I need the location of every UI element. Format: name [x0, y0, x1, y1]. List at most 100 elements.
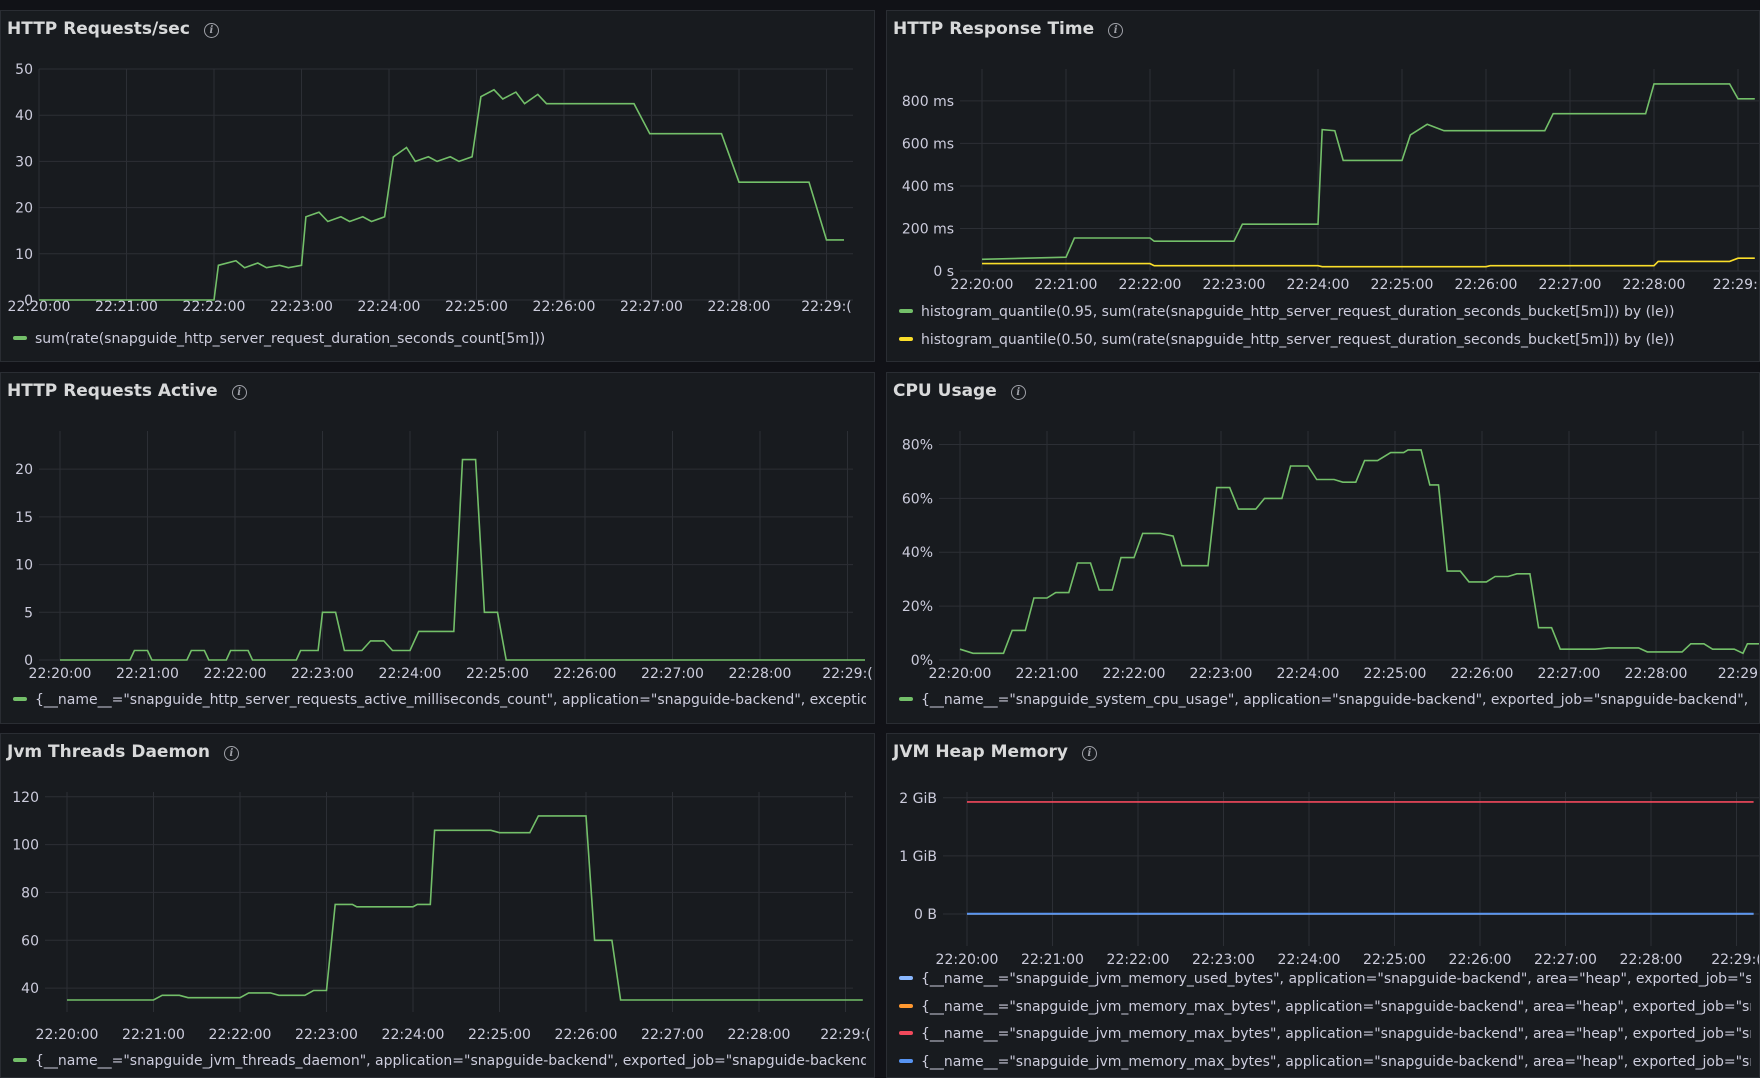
x-tick-label: 22:25:00 [1363, 952, 1426, 968]
x-tick-label: 22:23:00 [291, 666, 354, 682]
chart-http-response-time: 22:20:00 22:21:00 22:22:00 22:23:00 22:24:00… [902, 69, 1760, 293]
legend-swatch [13, 336, 27, 340]
series-line [60, 458, 865, 661]
legend: sum(rate(snapguide_http_server_request_d… [13, 326, 866, 354]
panel-title-text: JVM Heap Memory [893, 742, 1068, 762]
x-tick-label: 22:25:00 [445, 299, 508, 315]
panel-cpu-usage[interactable]: CPU Usage i 22:20:00 22:21:00 22:22:00 22:23… [886, 372, 1760, 724]
series-line [39, 88, 844, 301]
x-tick-label: 22:29:( [820, 1027, 871, 1043]
y-tick-label: 400 ms [902, 179, 954, 195]
y-tick-label: 20 [15, 462, 33, 478]
panel-title[interactable]: JVM Heap Memory i [893, 742, 1097, 762]
x-tick-label: 22:26:00 [533, 299, 596, 315]
x-tick-label: 22:20:00 [36, 1027, 99, 1043]
x-tick-label: 22:26:00 [555, 1027, 618, 1043]
legend-label: {__name__="snapguide_http_server_request… [35, 692, 866, 708]
legend-swatch [899, 336, 913, 341]
x-tick-label: 22:22:00 [204, 666, 267, 682]
legend-label: {__name__="snapguide_jvm_memory_used_byt… [921, 971, 1751, 987]
x-tick-label: 22:21:00 [95, 299, 158, 315]
y-tick-label: 80 [21, 885, 39, 901]
info-icon[interactable]: i [1108, 23, 1124, 38]
panel-http-requests-active[interactable]: HTTP Requests Active i 22:20:00 22:21:00 22… [0, 372, 875, 724]
y-tick-label: 15 [15, 510, 33, 526]
panel-http-requests-sec[interactable]: HTTP Requests/sec i 22:20:00 22:21:00 22:22… [0, 10, 875, 362]
chart-cpu-usage: 22:20:00 22:21:00 22:22:00 22:23:00 22:24:00… [902, 431, 1759, 682]
panel-jvm-heap-memory[interactable]: JVM Heap Memory i 22:20:00 22:21:00 22:22:0… [886, 733, 1760, 1078]
x-tick-label: 22:22:00 [183, 299, 246, 315]
y-tick-label: 0 [24, 293, 33, 309]
x-tick-label: 22:26:00 [1455, 277, 1518, 293]
x-tick-label: 22:23:00 [270, 299, 333, 315]
x-tick-label: 22:20:00 [936, 952, 999, 968]
x-tick-label: 22:24:00 [358, 299, 421, 315]
panel-title[interactable]: HTTP Requests/sec i [7, 19, 219, 39]
y-tick-label: 40% [902, 545, 933, 561]
x-tick-label: 22:29:( [801, 299, 852, 315]
x-tick-label: 22:27:00 [641, 666, 704, 682]
y-tick-label: 0 s [933, 264, 954, 280]
x-tick-label: 22:24:00 [1278, 952, 1341, 968]
x-tick-label: 22:21:00 [116, 666, 179, 682]
x-tick-label: 22:26:00 [1451, 666, 1514, 682]
legend-label: sum(rate(snapguide_http_server_request_d… [35, 331, 546, 347]
series-line [982, 257, 1755, 268]
legend-item[interactable]: histogram_quantile(0.95, sum(rate(snapgu… [899, 299, 1751, 327]
legend-item[interactable]: {__name__="snapguide_jvm_memory_max_byte… [899, 994, 1751, 1022]
x-tick-label: 22:24:00 [382, 1027, 445, 1043]
series-line [981, 83, 1755, 261]
x-tick-label: 22:28:00 [729, 666, 792, 682]
x-tick-label: 22:22:00 [209, 1027, 272, 1043]
x-tick-label: 22:29:( [1711, 952, 1760, 968]
panel-title-text: HTTP Requests Active [7, 381, 218, 401]
info-icon[interactable]: i [1010, 385, 1026, 400]
legend-item[interactable]: histogram_quantile(0.50, sum(rate(snapgu… [899, 327, 1751, 355]
legend-item[interactable]: {__name__="snapguide_jvm_memory_max_byte… [899, 1021, 1751, 1049]
legend-item[interactable]: {__name__="snapguide_jvm_memory_used_byt… [899, 966, 1751, 994]
panel-title[interactable]: CPU Usage i [893, 381, 1026, 401]
legend-swatch [899, 1003, 913, 1008]
panel-jvm-threads-daemon[interactable]: Jvm Threads Daemon i 22:20:00 22:21:00 22:2… [0, 733, 875, 1078]
chart-jvm-heap-memory: 22:20:00 22:21:00 22:22:00 22:23:00 22:24:00… [899, 791, 1760, 968]
series-line [959, 449, 1759, 655]
x-tick-label: 22:21:00 [122, 1027, 185, 1043]
panel-title[interactable]: HTTP Response Time i [893, 19, 1124, 39]
y-tick-label: 80% [902, 437, 933, 453]
x-tick-label: 22:27:00 [620, 299, 683, 315]
legend-item[interactable]: {__name__="snapguide_http_server_request… [13, 687, 866, 715]
legend-item[interactable]: {__name__="snapguide_system_cpu_usage", … [899, 687, 1751, 715]
y-tick-label: 0 [24, 653, 33, 669]
x-tick-label: 22:25:00 [1364, 666, 1427, 682]
y-tick-label: 20 [15, 201, 33, 217]
panel-title[interactable]: Jvm Threads Daemon i [7, 742, 239, 762]
chart-jvm-threads-daemon: 22:20:00 22:21:00 22:22:00 22:23:00 22:24:00… [12, 790, 871, 1043]
y-tick-label: 2 GiB [899, 791, 937, 807]
panel-title[interactable]: HTTP Requests Active i [7, 381, 247, 401]
legend-label: {__name__="snapguide_jvm_memory_max_byte… [921, 998, 1751, 1015]
chart-http-requests-active: 22:20:00 22:21:00 22:22:00 22:23:00 22:24:00… [15, 431, 873, 682]
panel-http-response-time[interactable]: HTTP Response Time i 22:20:00 22:21:00 22:2… [886, 10, 1760, 362]
x-tick-label: 22:28:00 [1620, 952, 1683, 968]
info-icon[interactable]: i [223, 746, 239, 761]
x-tick-label: 22:22:00 [1103, 666, 1166, 682]
legend-label: {__name__="snapguide_system_cpu_usage", … [921, 692, 1751, 708]
x-tick-label: 22:25:00 [468, 1027, 531, 1043]
info-icon[interactable]: i [1081, 746, 1097, 761]
legend-item[interactable]: {__name__="snapguide_jvm_memory_max_byte… [899, 1049, 1751, 1077]
info-icon[interactable]: i [203, 23, 219, 38]
y-tick-label: 5 [24, 605, 33, 621]
x-tick-label: 22:27:00 [1539, 277, 1602, 293]
panel-title-text: Jvm Threads Daemon [7, 742, 210, 762]
x-tick-label: 22:22:00 [1119, 277, 1182, 293]
x-tick-label: 22:20:00 [8, 299, 71, 315]
x-tick-label: 22:24:00 [1277, 666, 1340, 682]
x-tick-label: 22:24:00 [1287, 277, 1350, 293]
legend-item[interactable]: {__name__="snapguide_jvm_threads_daemon"… [13, 1048, 866, 1076]
panel-title-text: HTTP Requests/sec [7, 19, 190, 39]
x-tick-label: 22:29:( [1713, 277, 1760, 293]
y-tick-label: 10 [15, 247, 33, 263]
legend-item[interactable]: sum(rate(snapguide_http_server_request_d… [13, 326, 866, 354]
x-tick-label: 22:28:00 [1623, 277, 1686, 293]
info-icon[interactable]: i [231, 385, 247, 400]
